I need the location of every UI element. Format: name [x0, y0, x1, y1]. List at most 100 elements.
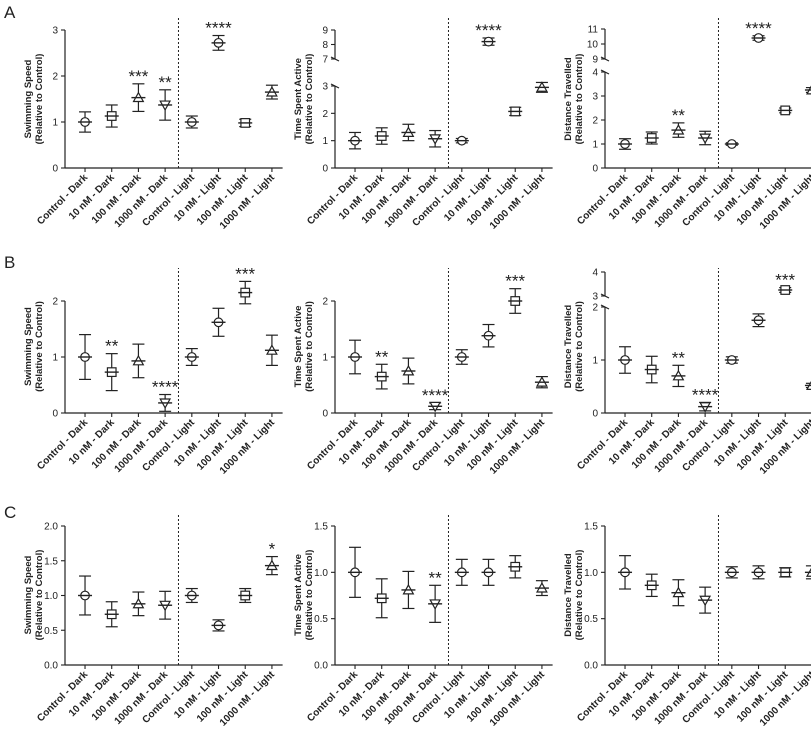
- y-axis-title: Time Spent Active(Relative to Control): [293, 54, 315, 145]
- y-axis-title-line1: Distance Travelled: [563, 553, 574, 637]
- y-tick-label: 0: [52, 409, 58, 420]
- y-tick-label: 1.0: [584, 568, 598, 579]
- panel-c-2: 0.0 0.5 1.0 1.5 Time Spent Active(Relative t…: [293, 513, 553, 729]
- y-tick-label: 0.0: [44, 661, 58, 672]
- panel-letter-a: A: [4, 3, 16, 22]
- y-tick-label: 1.5: [314, 522, 328, 533]
- y-axis-title: Distance Travelled(Relative to Control): [563, 54, 585, 145]
- y-axis-title-line1: Swimming Speed: [23, 59, 34, 138]
- y-axis-title: Swimming Speed(Relative to Control): [23, 54, 45, 145]
- significance-label: **: [672, 348, 686, 367]
- significance-label: ****: [692, 385, 719, 404]
- significance-label: **: [375, 347, 389, 366]
- y-tick-label: 10: [587, 40, 599, 51]
- panel-b-2: 0 1 2 Time Spent Active(Relative to Control…: [293, 268, 553, 477]
- y-tick-label: 2: [322, 297, 328, 308]
- significance-label: ***: [505, 272, 525, 291]
- y-tick-label: 3: [322, 82, 328, 93]
- significance-label: ****: [422, 386, 449, 405]
- y-tick-label: 1: [52, 353, 58, 364]
- y-tick-label: 2: [52, 72, 58, 83]
- y-tick-label: 0: [592, 409, 598, 420]
- significance-label: ***: [775, 271, 795, 290]
- y-tick-label: 0.0: [584, 661, 598, 672]
- y-tick-label: 9: [322, 26, 328, 37]
- y-axis-title-line1: Time Spent Active: [293, 306, 304, 388]
- y-axis-title-line2: (Relative to Control): [34, 54, 45, 145]
- panel-c-1: 0.0 0.5 1.0 1.5 2.0 Swimming Speed(Relative t…: [23, 513, 283, 729]
- y-tick-label: 0: [322, 164, 328, 175]
- y-axis-title-line1: Distance Travelled: [563, 305, 574, 389]
- y-tick-label: 0: [592, 164, 598, 175]
- y-tick-label: 3: [592, 92, 598, 103]
- y-tick-label: 0.5: [314, 614, 328, 625]
- significance-label: ****: [205, 19, 232, 38]
- y-tick-label: 1: [322, 353, 328, 364]
- significance-label: **: [429, 568, 443, 587]
- y-tick-label: 2.0: [44, 522, 58, 533]
- panel-a-3: 0 1 2 3 4 9 10 11 Distance Travelled(Relative to…: [563, 18, 811, 232]
- y-tick-label: 1: [592, 140, 598, 151]
- panel-c-3: 0.0 0.5 1.0 1.5 Distance Travelled(Relative …: [563, 513, 811, 729]
- y-tick-label: 0.0: [314, 661, 328, 672]
- y-axis-title-line2: (Relative to Control): [34, 301, 45, 392]
- significance-label: ****: [475, 21, 502, 40]
- y-tick-label: 1.5: [44, 556, 58, 567]
- panel-letter-c: C: [4, 503, 16, 522]
- significance-label: **: [159, 73, 173, 92]
- panel-letter-b: B: [4, 253, 15, 272]
- y-axis-title-line1: Time Spent Active: [293, 58, 304, 140]
- significance-label: **: [672, 106, 686, 125]
- y-axis-title: Swimming Speed(Relative to Control): [23, 301, 45, 392]
- y-tick-label: 1.0: [44, 591, 58, 602]
- y-tick-label: 7: [322, 55, 328, 66]
- panel-a-2: 0 1 2 3 7 8 9 Time Spent Active(Relative to Con…: [293, 18, 553, 232]
- y-axis-title-line2: (Relative to Control): [304, 54, 315, 145]
- significance-label: **: [105, 337, 119, 356]
- y-tick-label: 4: [592, 268, 598, 279]
- y-tick-label: 1.5: [584, 522, 598, 533]
- y-axis-title-line1: Time Spent Active: [293, 554, 304, 636]
- y-axis-title-line2: (Relative to Control): [574, 301, 585, 392]
- y-tick-label: 2: [52, 297, 58, 308]
- y-tick-label: 0: [322, 409, 328, 420]
- significance-label: ****: [745, 19, 772, 38]
- y-axis-title: Time Spent Active(Relative to Control): [293, 301, 315, 392]
- y-tick-label: 0: [52, 164, 58, 175]
- y-axis-title: Distance Travelled(Relative to Control): [563, 550, 585, 641]
- y-tick-label: 4: [592, 68, 598, 79]
- significance-label: *: [269, 540, 276, 559]
- y-axis-title: Time Spent Active(Relative to Control): [293, 550, 315, 641]
- y-tick-label: 2: [592, 303, 598, 314]
- y-axis-title-line2: (Relative to Control): [574, 550, 585, 641]
- y-axis-title: Distance Travelled(Relative to Control): [563, 301, 585, 392]
- y-axis-title-line2: (Relative to Control): [304, 301, 315, 392]
- y-axis-title: Swimming Speed(Relative to Control): [23, 550, 45, 641]
- y-tick-label: 1: [52, 118, 58, 129]
- y-axis-title-line2: (Relative to Control): [574, 54, 585, 145]
- y-tick-label: 1.0: [314, 568, 328, 579]
- panel-b-3: 0 1 23 4 Distance Travelled(Relative to Cont…: [563, 268, 811, 477]
- significance-label: ***: [235, 264, 255, 283]
- y-tick-label: 2: [592, 116, 598, 127]
- y-tick-label: 3: [52, 26, 58, 37]
- y-tick-label: 3: [592, 292, 598, 303]
- y-axis-title-line2: (Relative to Control): [304, 550, 315, 641]
- significance-label: ***: [128, 67, 148, 86]
- y-tick-label: 0.5: [584, 614, 598, 625]
- y-tick-label: 11: [588, 25, 599, 36]
- y-tick-label: 1: [592, 356, 598, 367]
- y-axis-title-line1: Distance Travelled: [563, 57, 574, 141]
- y-axis-title-line1: Swimming Speed: [23, 555, 34, 634]
- y-tick-label: 0.5: [44, 626, 58, 637]
- y-axis-title-line1: Swimming Speed: [23, 307, 34, 386]
- y-tick-label: 2: [322, 109, 328, 120]
- y-tick-label: 9: [592, 55, 598, 66]
- significance-label: ****: [152, 378, 179, 397]
- y-tick-label: 1: [322, 136, 328, 147]
- y-tick-label: 8: [322, 40, 328, 51]
